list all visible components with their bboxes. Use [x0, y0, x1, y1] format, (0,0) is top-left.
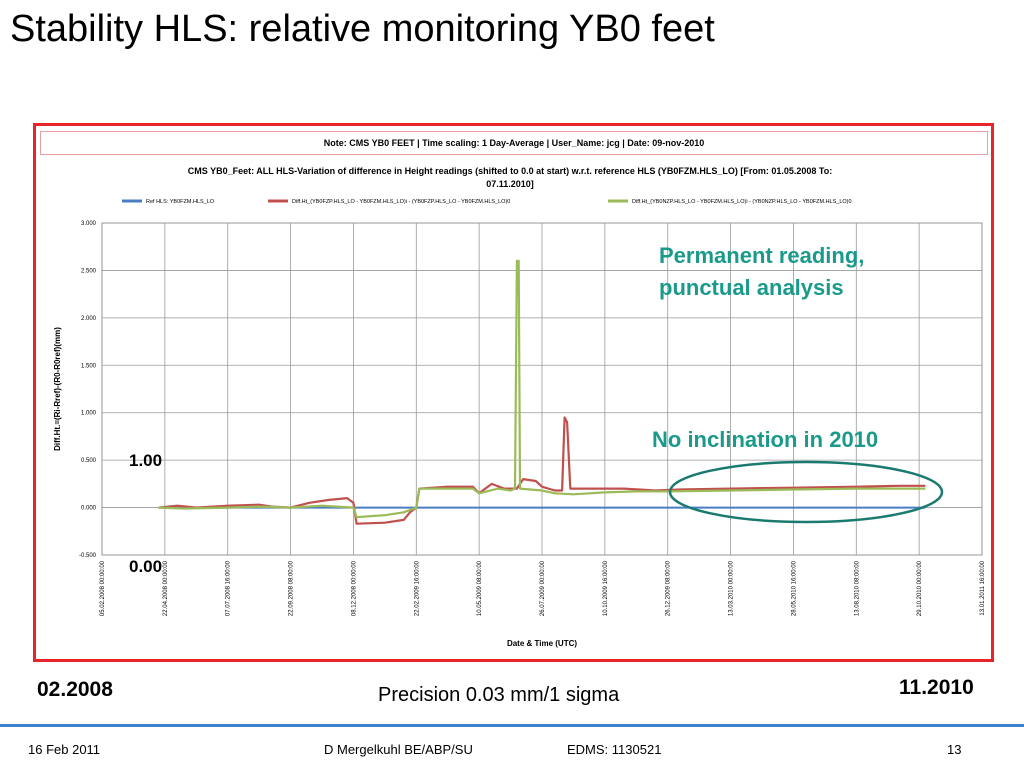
highlight-ellipse	[668, 460, 944, 524]
footer-author: D Mergelkuhl BE/ABP/SU	[324, 742, 473, 757]
x-tick-label: 22.09.2008 08:00:00	[289, 560, 295, 616]
legend-label-1: Ref HLS: YB0FZM.HLS_LO	[146, 199, 215, 205]
annotation-label-1-00: 1.00	[129, 451, 163, 470]
x-tick-label: 08.12.2008 00:00:00	[351, 560, 357, 616]
footer-date: 16 Feb 2011	[28, 742, 101, 757]
chart-title-line1: CMS YB0_Feet: ALL HLS-Variation of diffe…	[187, 166, 833, 176]
x-tick-label: 10.10.2009 16:00:00	[603, 560, 609, 616]
start-date-label: 02.2008	[37, 678, 113, 701]
annotation-label-0-00: 0.00	[129, 557, 163, 576]
y-tick-label: 0.500	[81, 458, 97, 464]
end-date-label: 11.2010	[899, 676, 974, 699]
annotation-permanent-reading: Permanent reading,	[659, 243, 865, 268]
legend-label-2: Diff.Ht_(YB0FZP.HLS_LO - YB0FZM.HLS_LO)i…	[292, 199, 510, 205]
x-axis-title: Date & Time (UTC)	[507, 639, 577, 648]
annotation-punctual-analysis: punctual analysis	[659, 275, 844, 300]
annotation-no-inclination: No inclination in 2010	[652, 427, 879, 452]
x-tick-label: 22.04.2008 00:00:00	[163, 560, 169, 616]
series-line-3	[158, 259, 926, 519]
footer-edms: EDMS: 1130521	[567, 742, 662, 757]
x-tick-label: 07.07.2008 16:00:00	[226, 560, 232, 616]
legend-label-3: Diff.Ht_(YB0NZP.HLS_LO - YB0FZM.HLS_LO)i…	[632, 199, 852, 205]
x-tick-label: 28.05.2010 16:00:00	[791, 560, 797, 616]
precision-note: Precision 0.03 mm/1 sigma	[378, 684, 620, 706]
y-tick-label: 2.500	[81, 268, 97, 274]
y-tick-label: 1.000	[81, 411, 97, 417]
x-tick-label: 13.08.2010 08:00:00	[854, 560, 860, 616]
chart-note: Note: CMS YB0 FEET | Time scaling: 1 Day…	[40, 131, 988, 155]
x-tick-label: 13.03.2010 00:00:00	[729, 560, 735, 616]
chart-title-line2: 07.11.2010]	[486, 179, 534, 189]
y-tick-label: -0.500	[79, 553, 97, 559]
y-tick-label: 2.000	[81, 316, 97, 322]
x-tick-label: 22.02.2009 16:00:00	[414, 560, 420, 616]
x-tick-label: 05.02.2008 00:00:00	[100, 560, 106, 616]
x-tick-label: 13.01.2011 16:00:00	[980, 560, 986, 615]
series-line-2	[158, 416, 926, 525]
y-axis-title: Diff.Ht.=(Ri-Rref)-(R0-R0ref)(mm)	[53, 327, 62, 451]
x-tick-label: 26.12.2009 08:00:00	[666, 560, 672, 616]
y-tick-label: 1.500	[81, 363, 97, 369]
footer-divider	[0, 724, 1024, 727]
footer-page-number: 13	[947, 742, 962, 757]
slide-title: Stability HLS: relative monitoring YB0 f…	[10, 8, 715, 50]
y-tick-label: 3.000	[81, 221, 97, 227]
x-tick-label: 29.10.2010 00:00:00	[917, 560, 923, 616]
x-tick-label: 10.05.2009 08:00:00	[477, 560, 483, 616]
x-tick-label: 26.07.2009 00:00:00	[540, 560, 546, 616]
y-tick-label: 0.000	[81, 506, 97, 512]
